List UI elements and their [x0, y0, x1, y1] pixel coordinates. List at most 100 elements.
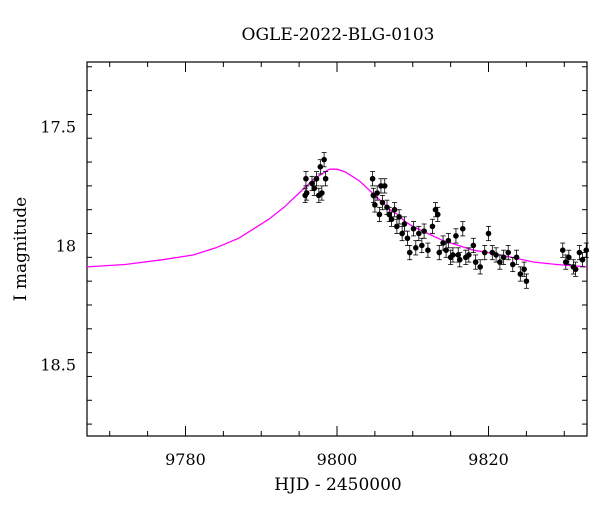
point-marker: [421, 228, 427, 234]
y-tick-label: 18: [56, 236, 76, 255]
point-marker: [445, 237, 452, 244]
point-marker: [434, 211, 441, 218]
point-marker: [376, 211, 383, 218]
data-point: [572, 261, 579, 277]
point-marker: [579, 256, 586, 263]
data-point: [477, 259, 483, 275]
data-point: [434, 206, 441, 223]
data-point: [303, 171, 309, 187]
point-marker: [493, 252, 499, 258]
data-point: [481, 245, 488, 261]
data-point: [470, 237, 477, 253]
point-marker: [485, 230, 492, 237]
data-point: [404, 230, 411, 246]
data-point: [370, 187, 377, 203]
point-marker: [436, 249, 443, 256]
point-marker: [429, 223, 436, 230]
data-point: [523, 273, 530, 289]
point-marker: [466, 252, 472, 258]
point-marker: [566, 254, 572, 261]
x-axis-label: HJD - 2450000: [274, 475, 402, 495]
point-marker: [369, 175, 376, 182]
point-marker: [562, 259, 569, 265]
point-marker: [313, 175, 320, 182]
data-point: [381, 178, 388, 194]
point-marker: [379, 199, 386, 206]
point-marker: [319, 190, 325, 196]
y-tick-label: 18.5: [40, 356, 76, 375]
data-point: [579, 252, 586, 268]
point-marker: [509, 261, 516, 268]
data-point: [425, 242, 431, 258]
data-point: [450, 247, 456, 263]
x-tick-label: 9780: [165, 450, 206, 469]
point-marker: [455, 252, 462, 258]
axis-ticks: [87, 62, 587, 436]
data-point: [396, 209, 402, 225]
data-point: [436, 245, 443, 261]
model-curve: [86, 168, 588, 268]
point-marker: [425, 247, 431, 253]
point-marker: [391, 206, 398, 213]
point-marker: [472, 259, 479, 265]
data-point: [391, 202, 398, 218]
data-point: [456, 252, 463, 268]
data-point: [562, 254, 569, 270]
point-marker: [450, 252, 456, 258]
data-point: [406, 245, 413, 261]
point-marker: [406, 249, 413, 256]
data-point: [421, 223, 427, 239]
point-marker: [399, 230, 405, 237]
data-point: [410, 221, 417, 237]
point-marker: [432, 206, 439, 213]
y-axis-label: I magnitude: [11, 197, 31, 301]
point-marker: [559, 247, 566, 253]
data-point: [521, 261, 527, 277]
data-point: [429, 218, 436, 234]
point-marker: [477, 264, 483, 270]
data-point: [493, 247, 499, 263]
point-marker: [497, 259, 503, 265]
point-marker: [517, 271, 524, 277]
point-marker: [419, 242, 425, 249]
x-tick-labels: 9780 9800 9820: [165, 450, 509, 469]
data-point: [313, 171, 320, 187]
point-marker: [372, 202, 378, 208]
data-point: [517, 266, 524, 282]
data-point: [399, 225, 405, 242]
point-marker: [505, 249, 512, 256]
point-marker: [303, 175, 309, 182]
data-point: [416, 225, 422, 242]
data-point: [513, 249, 520, 265]
point-marker: [386, 211, 393, 218]
data-points-group: [302, 152, 590, 289]
plot-frame: [86, 61, 588, 437]
data-point: [500, 249, 507, 265]
point-marker: [322, 175, 329, 182]
point-marker: [401, 221, 408, 227]
point-marker: [311, 185, 318, 192]
data-point: [472, 254, 479, 270]
data-point: [440, 235, 446, 251]
x-tick-label: 9820: [468, 450, 509, 469]
data-point: [559, 242, 566, 258]
data-point: [566, 249, 572, 265]
point-marker: [470, 242, 477, 249]
point-marker: [440, 240, 446, 246]
point-marker: [481, 249, 488, 256]
point-marker: [410, 225, 417, 232]
point-marker: [453, 233, 459, 239]
point-marker: [572, 266, 579, 273]
point-marker: [521, 266, 527, 273]
point-marker: [513, 254, 520, 261]
data-point: [322, 171, 329, 187]
point-marker: [583, 247, 590, 253]
point-marker: [404, 235, 411, 242]
data-point: [412, 240, 419, 256]
data-point: [509, 256, 516, 273]
data-point: [583, 242, 590, 258]
y-tick-label: 17.5: [40, 117, 76, 136]
data-point: [321, 152, 327, 168]
point-marker: [456, 256, 463, 263]
